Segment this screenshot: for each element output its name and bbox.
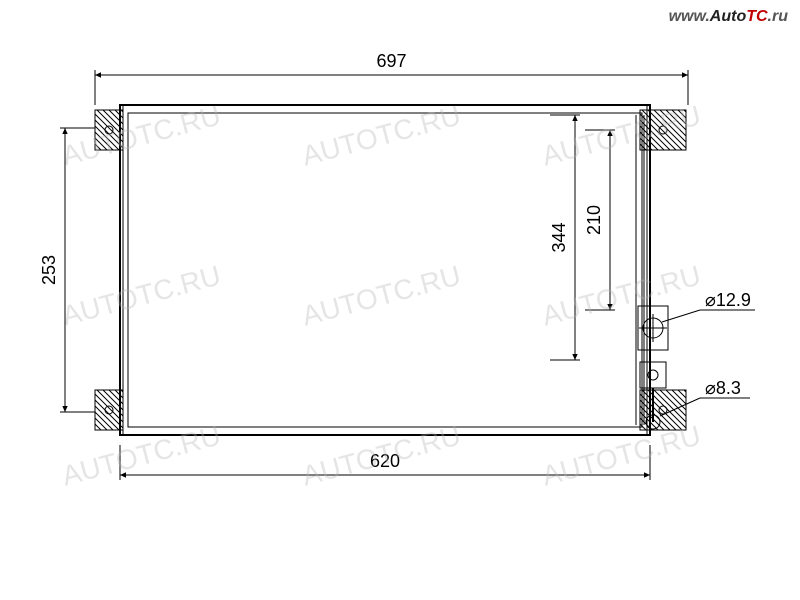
svg-text:⌀12.9: ⌀12.9 [705, 290, 751, 310]
logo-mid: Auto [710, 8, 746, 25]
logo-suffix: .ru [768, 8, 788, 25]
technical-drawing: 697 620 253 344 210 ⌀12.9 ⌀8.3 [0, 0, 800, 600]
svg-text:620: 620 [370, 451, 400, 471]
logo-accent: TC [746, 8, 767, 25]
logo-prefix: www. [669, 8, 710, 25]
svg-text:210: 210 [584, 205, 604, 235]
svg-text:⌀8.3: ⌀8.3 [705, 378, 741, 398]
svg-text:253: 253 [39, 255, 59, 285]
svg-text:344: 344 [549, 222, 569, 252]
svg-text:697: 697 [376, 51, 406, 71]
site-logo: www.AutoTC.ru [669, 8, 788, 26]
